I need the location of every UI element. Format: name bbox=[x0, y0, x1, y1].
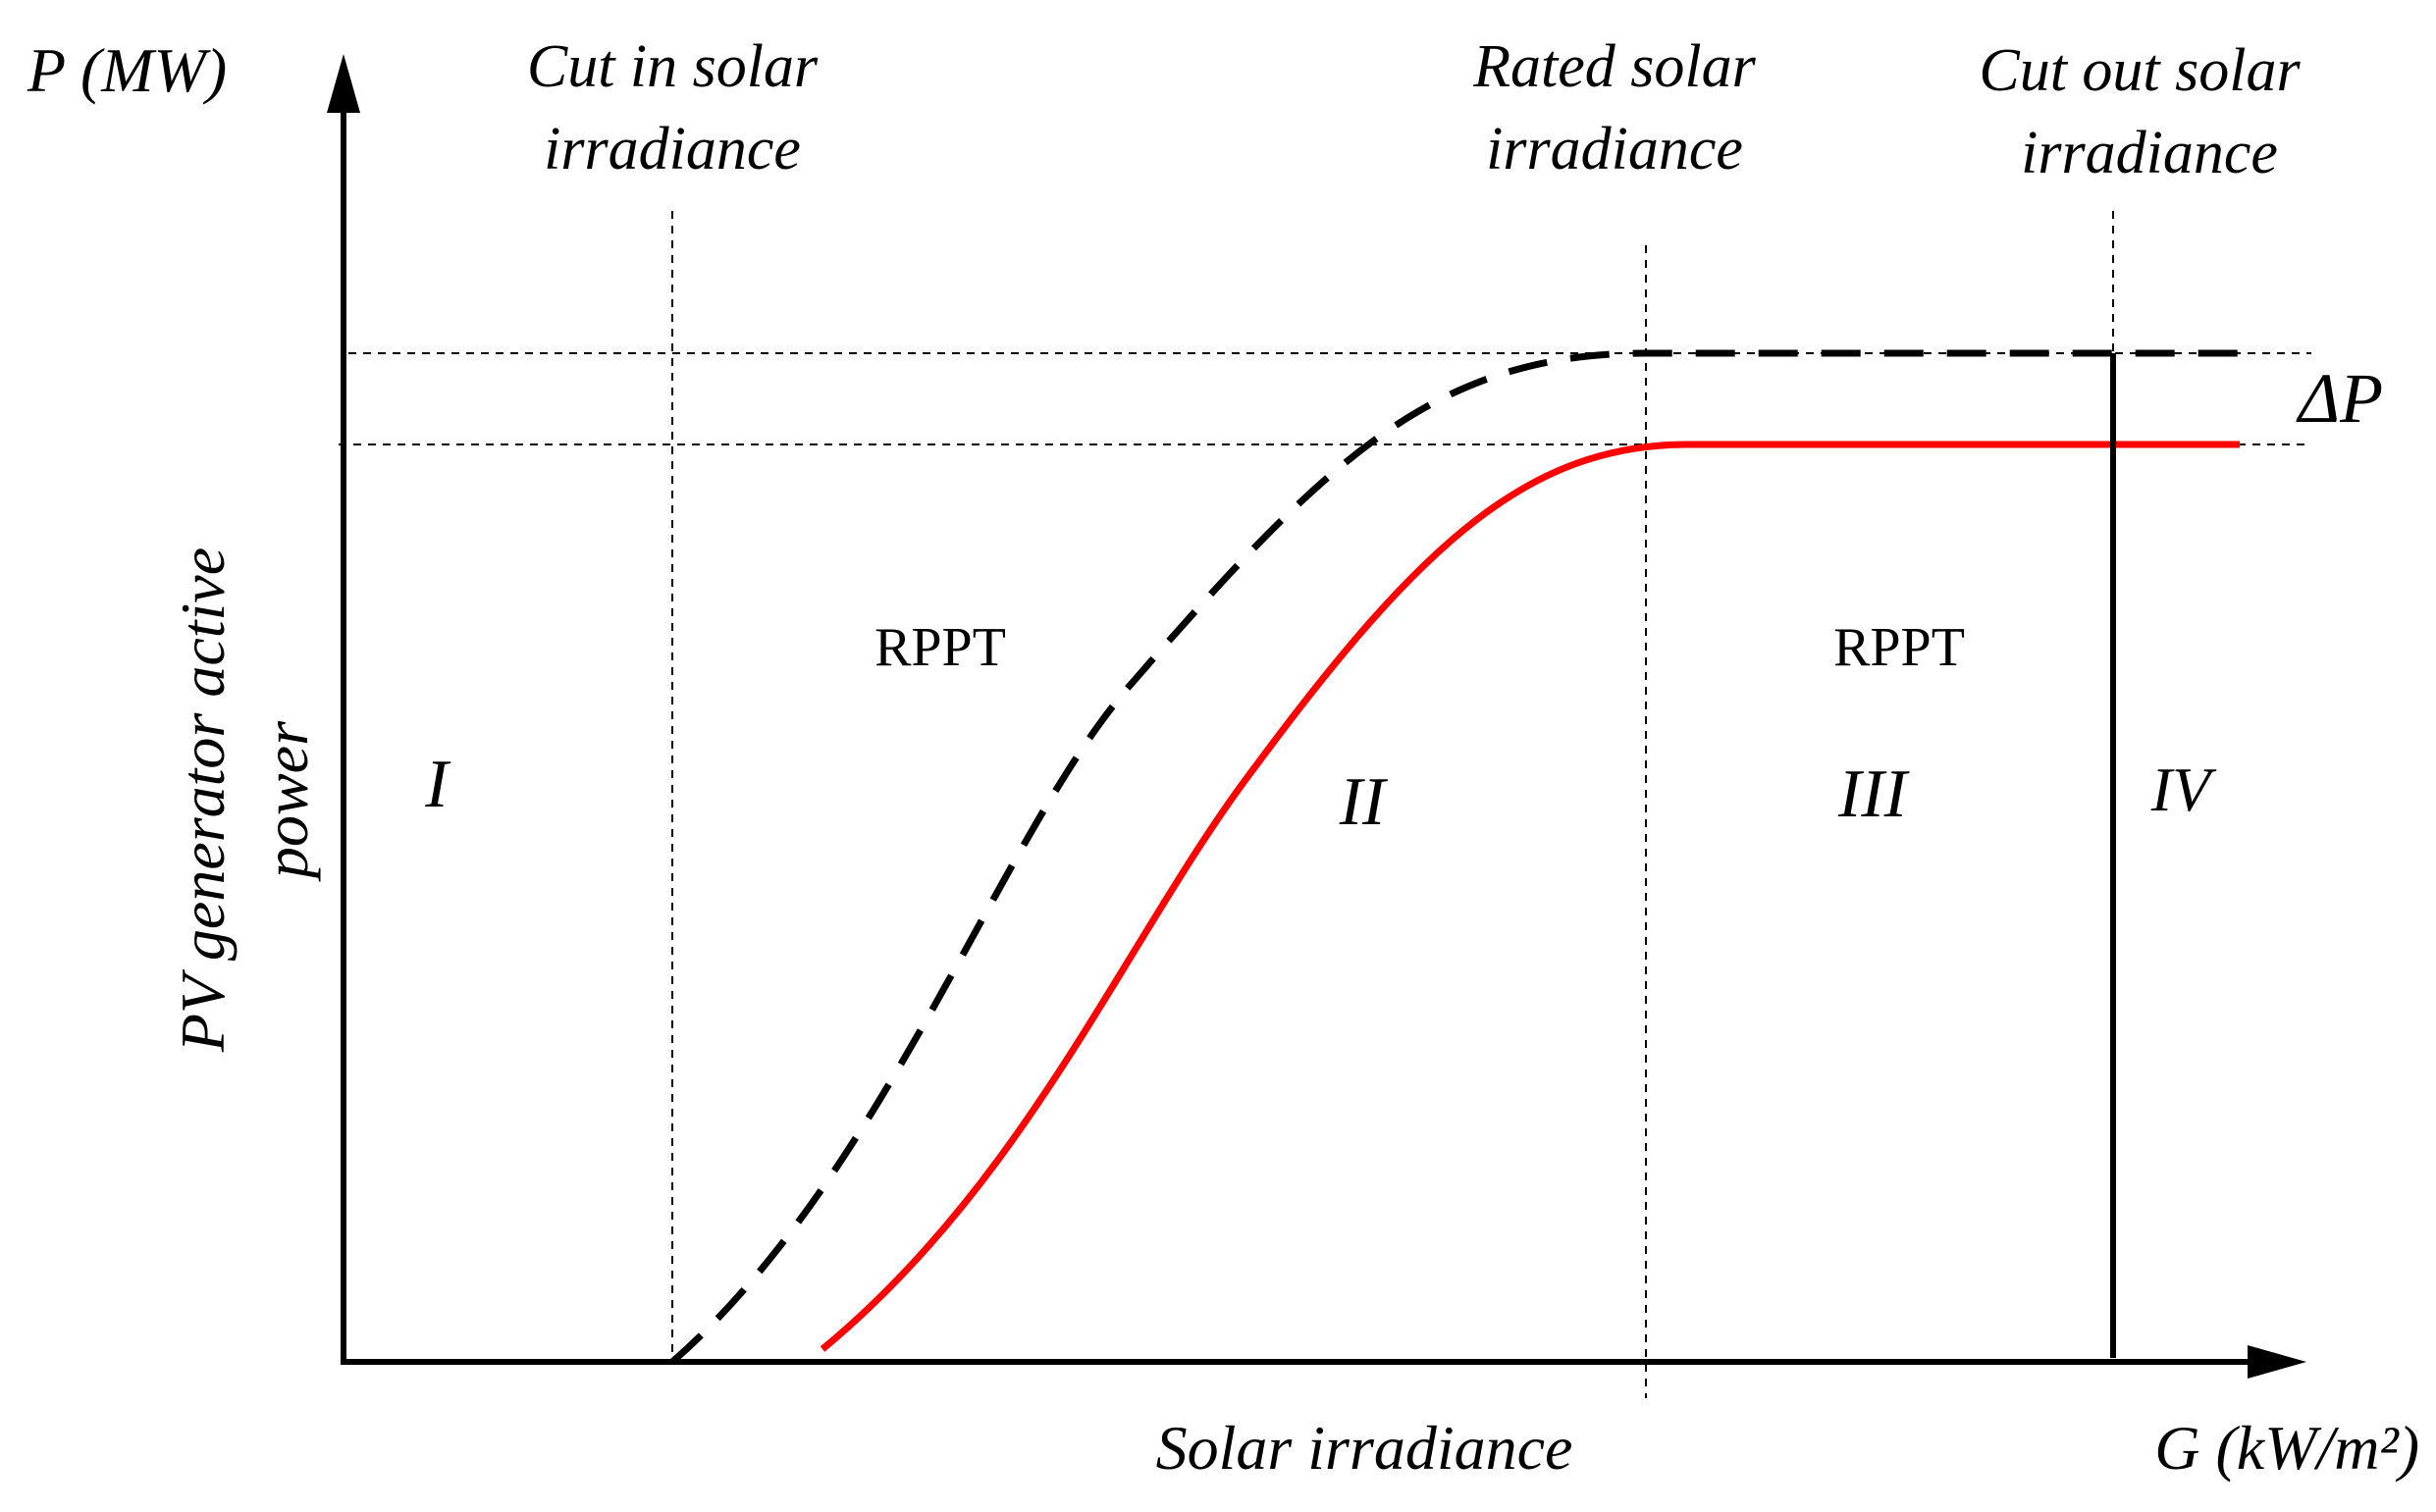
y-axis-label: P (MW) bbox=[26, 35, 227, 105]
region-3-label: III bbox=[1837, 756, 1911, 832]
rated-label-line1: Rated solar bbox=[1472, 33, 1756, 100]
mppt-curve-end bbox=[2217, 350, 2223, 356]
delta-p-label: ΔP bbox=[2296, 359, 2383, 438]
axes bbox=[341, 108, 2257, 1365]
rppt-right-label: RPPT bbox=[1833, 617, 1965, 678]
cut-in-label-line1: Cut in solar bbox=[527, 33, 819, 100]
x-axis-label: G (kW/m²) bbox=[2154, 1413, 2419, 1483]
rppt-left-label: RPPT bbox=[874, 617, 1006, 678]
y-axis-title-line1: PV generator active bbox=[168, 547, 238, 1053]
y-axis-arrow bbox=[327, 54, 360, 113]
cut-out-label-line2: irradiance bbox=[2021, 120, 2278, 186]
region-4-label: IV bbox=[2150, 755, 2217, 824]
x-axis-arrow bbox=[2248, 1345, 2306, 1379]
rated-label-line2: irradiance bbox=[1486, 116, 1743, 182]
cut-out-label-line1: Cut out solar bbox=[1979, 37, 2301, 104]
region-2-label: II bbox=[1339, 764, 1389, 840]
rppt-curve bbox=[820, 441, 2240, 1352]
region-1-label: I bbox=[424, 747, 451, 822]
guide-lines bbox=[339, 211, 2311, 1398]
x-axis-title: Solar irradiance bbox=[1156, 1413, 1573, 1483]
y-axis-title-line2: power bbox=[251, 720, 321, 882]
mppt-curve bbox=[669, 349, 2248, 1365]
cut-in-label-line2: irradiance bbox=[544, 116, 801, 182]
y-axis-title: PV generator active power bbox=[168, 547, 321, 1053]
